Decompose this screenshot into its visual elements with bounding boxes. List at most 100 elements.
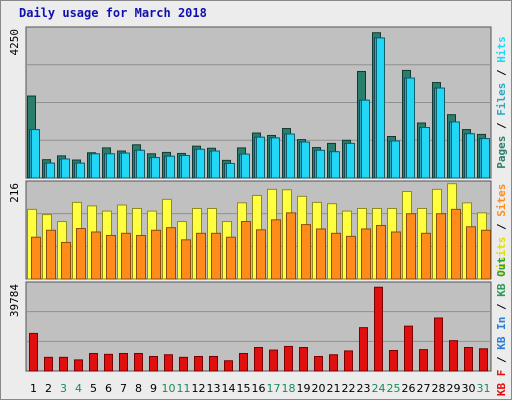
x-tick-label-day-1: 1 (30, 382, 37, 395)
x-tick-label-day-9: 9 (150, 382, 157, 395)
x-tick-label-day-21: 21 (327, 382, 341, 395)
bar-sites-day-20 (316, 228, 326, 280)
bar-kbf-day-7 (119, 352, 128, 372)
bar-hits-day-16 (256, 136, 265, 179)
y-axis-max-label: 216 (8, 183, 21, 203)
bar-hits-day-4 (76, 162, 85, 179)
bar-sites-day-13 (211, 232, 221, 280)
legend-entry: KB F (495, 370, 508, 397)
x-tick-label-day-17: 17 (267, 382, 281, 395)
bar-kbf-day-6 (104, 353, 113, 372)
x-tick-label-day-2: 2 (45, 382, 52, 395)
bar-hits-day-17 (271, 137, 280, 179)
x-tick-label-day-23: 23 (357, 382, 371, 395)
legend-entry: / (495, 217, 508, 237)
bar-sites-day-21 (331, 232, 341, 280)
legend-entry: Visits (495, 237, 508, 277)
bar-hits-day-24 (376, 37, 385, 179)
x-tick-label-day-24: 24 (372, 382, 386, 395)
legend-entry: / (495, 116, 508, 136)
bar-kbf-day-23 (359, 327, 368, 372)
x-tick-label-day-8: 8 (135, 382, 142, 395)
bar-sites-day-30 (466, 226, 476, 280)
bar-hits-day-19 (301, 141, 310, 179)
bar-hits-day-21 (331, 151, 340, 179)
legend-panel-2: Visits / Sites (495, 184, 508, 277)
bar-sites-day-26 (406, 213, 416, 280)
legend-panel-3: KB F / KB In / KB Out (495, 257, 508, 396)
bar-hits-day-14 (226, 162, 235, 179)
bar-kbf-day-30 (464, 346, 473, 372)
bar-kbf-day-1 (29, 332, 38, 372)
bar-hits-day-20 (316, 149, 325, 179)
x-tick-label-day-10: 10 (162, 382, 176, 395)
x-tick-label-day-3: 3 (60, 382, 67, 395)
bar-kbf-day-3 (59, 356, 68, 372)
x-tick-label-day-14: 14 (222, 382, 236, 395)
x-tick-label-day-12: 12 (192, 382, 206, 395)
bar-sites-day-28 (436, 213, 446, 280)
x-tick-label-day-19: 19 (297, 382, 311, 395)
bar-hits-day-11 (181, 155, 190, 179)
bar-hits-day-28 (436, 87, 445, 179)
legend-entry: KB Out (495, 257, 508, 297)
bar-hits-day-9 (151, 157, 160, 179)
bar-kbf-day-5 (89, 352, 98, 372)
bar-sites-day-10 (166, 227, 176, 280)
bar-sites-day-12 (196, 232, 206, 280)
bar-sites-day-27 (421, 232, 431, 280)
bar-kbf-day-29 (449, 340, 458, 372)
bar-sites-day-23 (361, 228, 371, 280)
legend-panel-1: Pages / Files / Hits (495, 36, 508, 169)
bar-sites-day-7 (121, 232, 131, 280)
bar-sites-day-31 (481, 229, 491, 280)
bar-kbf-day-24 (374, 286, 383, 372)
bar-kbf-day-8 (134, 352, 143, 372)
bar-hits-day-10 (166, 155, 175, 179)
x-tick-label-day-31: 31 (477, 382, 491, 395)
legend-entry: Files (495, 83, 508, 116)
bar-sites-day-17 (271, 219, 281, 280)
y-axis-max-label: 39784 (8, 284, 21, 317)
x-tick-label-day-16: 16 (252, 382, 266, 395)
legend-entry: / (495, 297, 508, 317)
bar-hits-day-25 (391, 140, 400, 179)
bar-sites-day-6 (106, 234, 116, 280)
bar-kbf-day-13 (209, 355, 218, 372)
bar-kbf-day-11 (179, 356, 188, 372)
bar-hits-day-6 (106, 153, 115, 179)
bar-kbf-day-21 (329, 354, 338, 372)
bar-kbf-day-14 (224, 360, 233, 372)
bar-sites-day-8 (136, 234, 146, 280)
bar-kbf-day-15 (239, 352, 248, 372)
bar-kbf-day-22 (344, 350, 353, 372)
x-tick-label-day-20: 20 (312, 382, 326, 395)
bar-hits-day-15 (241, 153, 250, 179)
bar-sites-day-29 (451, 208, 461, 280)
bar-kbf-day-18 (284, 345, 293, 372)
bar-sites-day-25 (391, 231, 401, 280)
x-tick-label-day-30: 30 (462, 382, 476, 395)
bar-kbf-day-10 (164, 354, 173, 372)
x-tick-label-day-11: 11 (177, 382, 191, 395)
bar-kbf-day-27 (419, 349, 428, 372)
bar-hits-day-30 (466, 133, 475, 179)
x-tick-label-day-6: 6 (105, 382, 112, 395)
x-tick-label-day-13: 13 (207, 382, 221, 395)
bar-hits-day-5 (91, 153, 100, 179)
bar-kbf-day-25 (389, 349, 398, 372)
x-tick-label-day-4: 4 (75, 382, 82, 395)
bar-hits-day-7 (121, 152, 130, 179)
bar-sites-day-2 (46, 229, 56, 280)
bar-hits-day-22 (346, 142, 355, 179)
bar-sites-day-4 (76, 228, 86, 280)
chart-title: Daily usage for March 2018 (19, 6, 207, 20)
bar-hits-day-23 (361, 99, 370, 179)
legend-entry: Sites (495, 184, 508, 217)
bar-hits-day-3 (61, 158, 70, 179)
bar-hits-day-27 (421, 127, 430, 179)
bar-sites-day-9 (151, 229, 161, 280)
bar-kbf-day-20 (314, 355, 323, 372)
y-axis-max-label: 4250 (8, 29, 21, 56)
